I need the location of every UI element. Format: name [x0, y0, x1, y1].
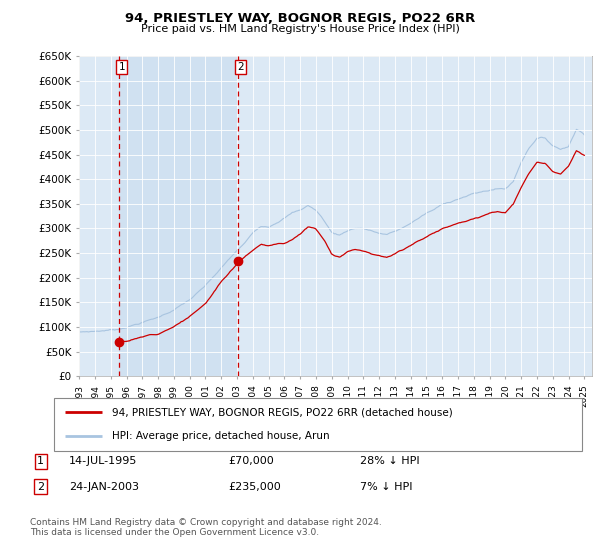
Text: £235,000: £235,000	[228, 482, 281, 492]
Text: 2: 2	[238, 62, 244, 72]
Text: £70,000: £70,000	[228, 456, 274, 466]
Text: 28% ↓ HPI: 28% ↓ HPI	[360, 456, 419, 466]
Text: 94, PRIESTLEY WAY, BOGNOR REGIS, PO22 6RR (detached house): 94, PRIESTLEY WAY, BOGNOR REGIS, PO22 6R…	[112, 408, 453, 418]
FancyBboxPatch shape	[54, 398, 582, 451]
Text: Price paid vs. HM Land Registry's House Price Index (HPI): Price paid vs. HM Land Registry's House …	[140, 24, 460, 34]
Text: 94, PRIESTLEY WAY, BOGNOR REGIS, PO22 6RR: 94, PRIESTLEY WAY, BOGNOR REGIS, PO22 6R…	[125, 12, 475, 25]
Text: Contains HM Land Registry data © Crown copyright and database right 2024.
This d: Contains HM Land Registry data © Crown c…	[30, 518, 382, 538]
Text: 1: 1	[37, 456, 44, 466]
Text: 24-JAN-2003: 24-JAN-2003	[69, 482, 139, 492]
Text: 2: 2	[37, 482, 44, 492]
Text: 14-JUL-1995: 14-JUL-1995	[69, 456, 137, 466]
Text: 7% ↓ HPI: 7% ↓ HPI	[360, 482, 413, 492]
Bar	[119, 56, 238, 376]
Text: HPI: Average price, detached house, Arun: HPI: Average price, detached house, Arun	[112, 431, 330, 441]
Text: 1: 1	[119, 62, 125, 72]
